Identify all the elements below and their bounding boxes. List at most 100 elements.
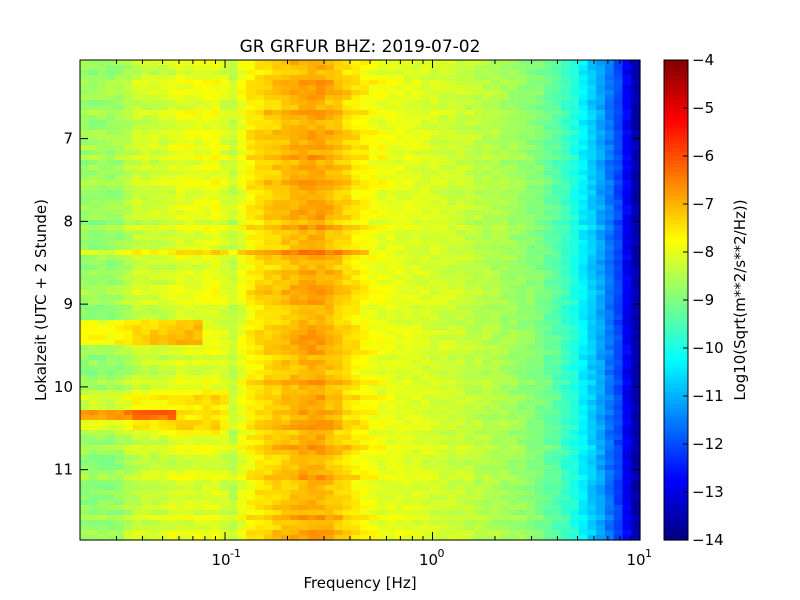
heatmap-cell [368,295,379,301]
heatmap-cell [255,360,265,366]
heatmap-cell [421,175,431,181]
heatmap-cell [193,260,204,266]
heatmap-cell [456,85,466,91]
heatmap-cell [377,210,387,216]
heatmap-cell [298,425,309,431]
heatmap-cell [500,265,510,271]
heatmap-cell [622,155,632,161]
heatmap-cell [421,185,431,191]
heatmap-cell [360,360,370,366]
heatmap-cell [500,90,510,96]
heatmap-cell [412,225,422,231]
heatmap-cell [80,385,90,391]
heatmap-cell [211,120,221,126]
heatmap-cell [185,185,195,191]
heatmap-cell [368,155,379,161]
heatmap-cell [290,100,300,106]
heatmap-cell [255,105,265,111]
heatmap-cell [482,140,492,146]
heatmap-cell [316,60,326,66]
heatmap-cell [430,80,440,86]
heatmap-cell [456,165,466,171]
heatmap-cell [97,250,107,256]
heatmap-cell [88,115,99,121]
heatmap-cell [368,255,379,261]
heatmap-cell [631,125,641,131]
heatmap-cell [158,305,169,311]
heatmap-cell [255,185,265,191]
heatmap-cell [491,255,501,261]
heatmap-cell [403,375,414,381]
heatmap-cell [88,200,99,206]
heatmap-cell [526,135,536,141]
heatmap-cell [316,380,326,386]
heatmap-cell [368,300,379,306]
heatmap-cell [316,425,326,431]
heatmap-cell [158,210,169,216]
heatmap-cell [132,165,142,171]
heatmap-cell [535,140,545,146]
heatmap-cell [106,375,116,381]
heatmap-cell [342,235,352,241]
heatmap-cell [561,180,571,186]
heatmap-cell [246,215,256,221]
heatmap-cell [272,180,282,186]
heatmap-cell [412,170,422,176]
heatmap-cell [351,255,361,261]
heatmap-cell [150,290,160,296]
heatmap-cell [167,430,177,436]
heatmap-cell [228,65,239,71]
heatmap-cell [263,110,274,116]
heatmap-cell [80,270,90,276]
heatmap-cell [333,150,344,156]
heatmap-cell [386,230,396,236]
heatmap-cell [342,115,352,121]
heatmap-cell [202,170,212,176]
heatmap-cell [412,315,422,321]
heatmap-cell [333,130,344,136]
heatmap-cell [281,395,291,401]
heatmap-cell [290,195,300,201]
heatmap-cell [500,390,510,396]
heatmap-cell [263,235,274,241]
heatmap-cell [491,405,501,411]
heatmap-cell [473,290,484,296]
heatmap-cell [202,370,212,376]
heatmap-cell [342,330,352,336]
heatmap-cell [526,265,536,271]
heatmap-cell [517,315,527,321]
heatmap-cell [403,85,414,91]
heatmap-cell [263,420,274,426]
heatmap-cell [351,205,361,211]
heatmap-cell [570,330,580,336]
heatmap-cell [281,205,291,211]
heatmap-cell [333,405,344,411]
heatmap-cell [150,120,160,126]
heatmap-cell [167,225,177,231]
heatmap-cell [552,120,562,126]
heatmap-cell [561,435,571,441]
heatmap-cell [578,270,589,276]
heatmap-cell [465,310,475,316]
heatmap-cell [368,210,379,216]
heatmap-cell [421,315,431,321]
heatmap-cell [368,315,379,321]
heatmap-cell [613,365,624,371]
heatmap-cell [220,445,230,451]
heatmap-cell [386,225,396,231]
heatmap-cell [342,150,352,156]
heatmap-cell [290,330,300,336]
heatmap-cell [80,430,90,436]
heatmap-cell [543,105,554,111]
heatmap-cell [456,225,466,231]
heatmap-cell [491,160,501,166]
heatmap-cell [246,160,256,166]
heatmap-cell [526,225,536,231]
heatmap-cell [80,95,90,101]
heatmap-cell [403,120,414,126]
heatmap-cell [176,285,186,291]
heatmap-cell [325,125,335,131]
heatmap-cell [211,125,221,131]
heatmap-cell [333,145,344,151]
heatmap-cell [613,105,624,111]
